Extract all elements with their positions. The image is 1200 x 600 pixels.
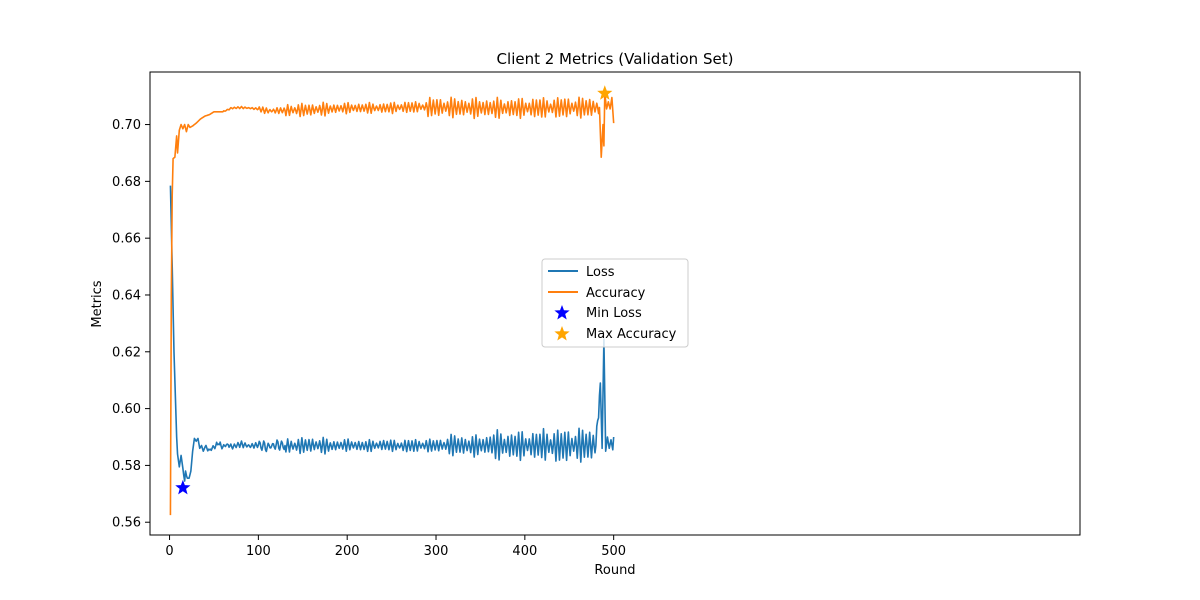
legend-accuracy-label: Accuracy bbox=[586, 286, 646, 301]
legend: Loss Accuracy Min Loss Max Accuracy bbox=[541, 258, 689, 348]
x-axis: 0 100 200 300 400 500 bbox=[165, 535, 626, 559]
min-loss-star-marker bbox=[175, 479, 191, 495]
x-tick-label: 400 bbox=[512, 544, 537, 559]
max-accuracy-star-marker bbox=[597, 85, 613, 100]
legend-max-accuracy-label: Max Accuracy bbox=[586, 327, 677, 342]
accuracy-line bbox=[169, 92, 615, 516]
legend-loss-label: Loss bbox=[586, 265, 615, 280]
legend-max-accuracy-star-icon bbox=[554, 326, 570, 341]
x-tick-label: 300 bbox=[424, 544, 449, 559]
series-layer bbox=[169, 92, 615, 516]
y-axis-label: Metrics bbox=[90, 280, 105, 327]
y-tick-label: 0.56 bbox=[112, 516, 141, 531]
marker-layer bbox=[175, 85, 613, 495]
loss-line bbox=[169, 185, 615, 482]
x-tick-label: 200 bbox=[335, 544, 360, 559]
legend-min-loss-label: Min Loss bbox=[586, 306, 642, 321]
legend-min-loss-star-icon bbox=[554, 305, 570, 320]
x-axis-label: Round bbox=[594, 563, 635, 578]
x-tick-label: 0 bbox=[165, 544, 173, 559]
y-tick-label: 0.70 bbox=[112, 118, 141, 133]
plot-area bbox=[149, 71, 1081, 536]
y-tick-label: 0.66 bbox=[112, 232, 141, 247]
axes-frame bbox=[149, 71, 1081, 536]
chart-title: Client 2 Metrics (Validation Set) bbox=[497, 50, 734, 68]
x-tick-label: 500 bbox=[601, 544, 626, 559]
y-tick-label: 0.68 bbox=[112, 175, 141, 190]
legend-box bbox=[541, 258, 689, 348]
y-tick-label: 0.62 bbox=[112, 345, 141, 360]
x-tick-label: 100 bbox=[246, 544, 271, 559]
y-axis: 0.56 0.58 0.60 0.62 0.64 0.66 0.68 0.70 bbox=[112, 118, 150, 531]
y-tick-label: 0.64 bbox=[112, 288, 141, 303]
y-tick-label: 0.60 bbox=[112, 402, 141, 417]
y-tick-label: 0.58 bbox=[112, 459, 141, 474]
